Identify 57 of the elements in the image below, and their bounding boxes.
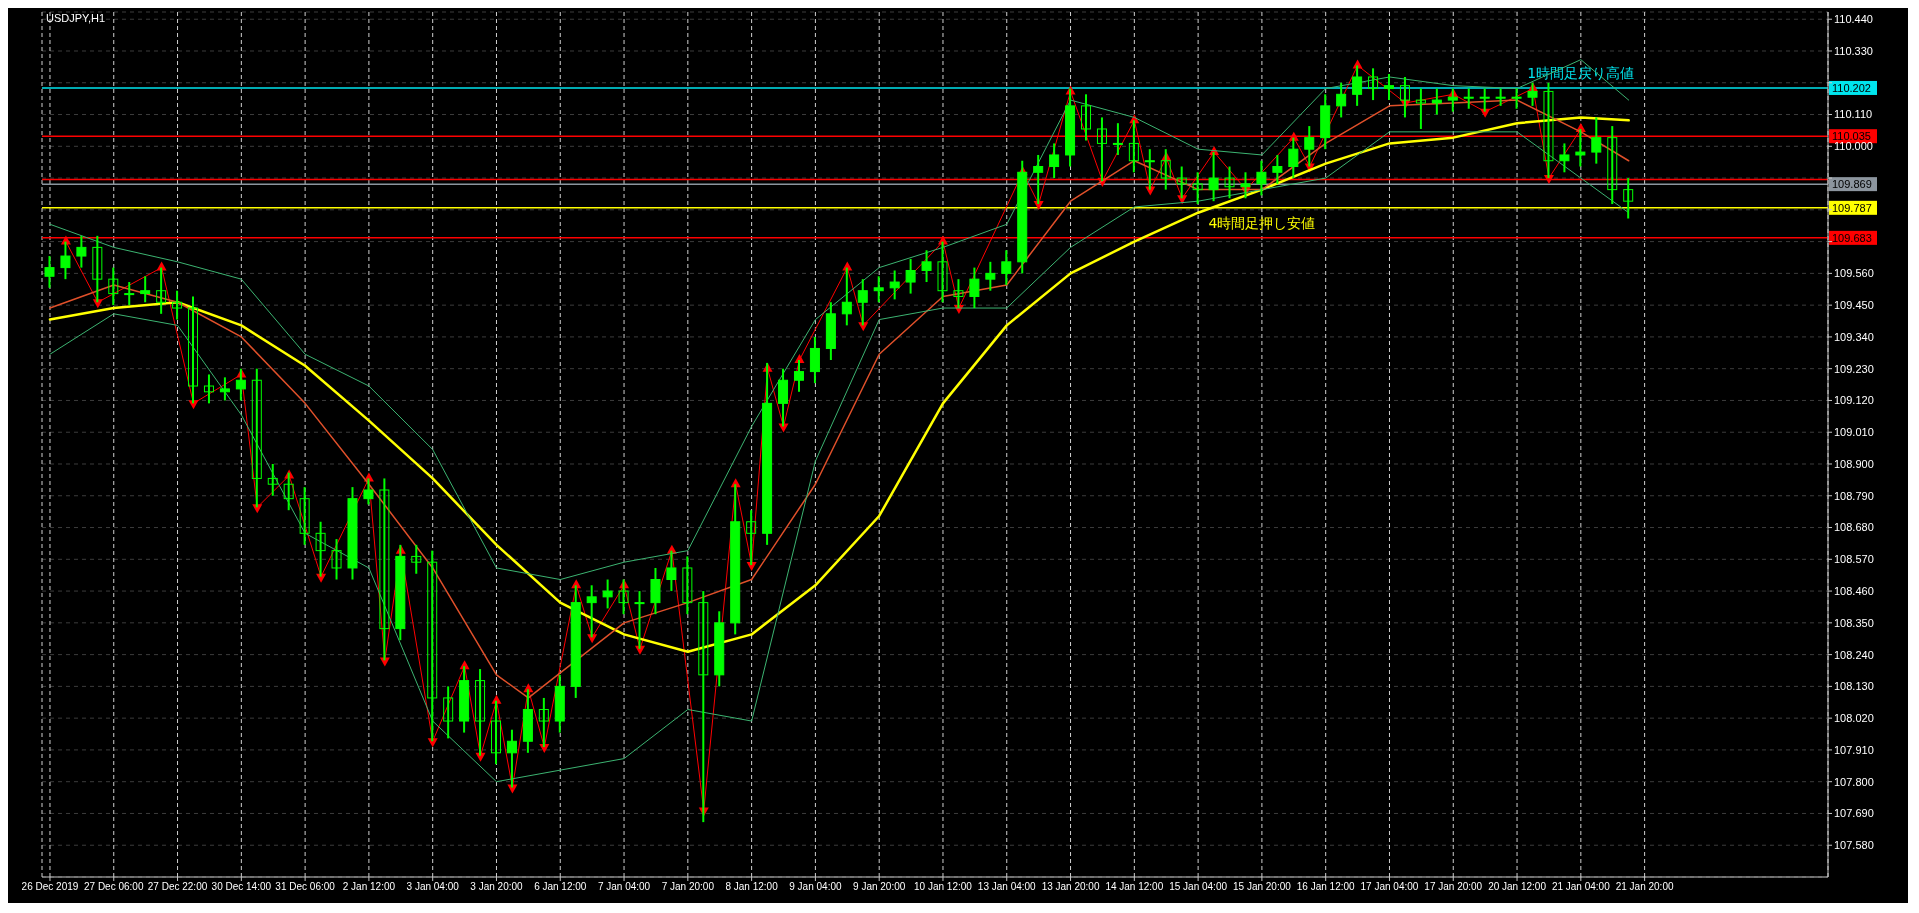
y-tick-label: 108.900 <box>1834 457 1874 470</box>
x-tick-label: 31 Dec 06:00 <box>275 881 336 893</box>
y-tick-label: 109.560 <box>1834 267 1874 280</box>
y-tick-label: 108.130 <box>1834 680 1874 693</box>
x-tick-label: 9 Jan 04:00 <box>789 881 842 893</box>
x-tick-label: 27 Dec 06:00 <box>84 881 144 893</box>
x-tick-label: 17 Jan 04:00 <box>1360 881 1419 893</box>
ref-line-label: 110.035 <box>1832 130 1871 143</box>
x-tick-label: 27 Dec 22:00 <box>147 881 208 893</box>
x-tick-label: 3 Jan 04:00 <box>406 881 460 893</box>
y-tick-label: 108.790 <box>1834 489 1874 502</box>
y-tick-label: 109.010 <box>1834 426 1874 439</box>
x-tick-label: 9 Jan 20:00 <box>853 881 906 893</box>
y-tick-label: 107.690 <box>1834 807 1874 820</box>
x-tick-label: 17 Jan 20:00 <box>1424 881 1483 893</box>
y-tick-label: 108.680 <box>1834 521 1874 534</box>
y-tick-label: 110.000 <box>1834 140 1873 153</box>
ref-line-label: 109.869 <box>1832 178 1872 191</box>
x-tick-label: 16 Jan 12:00 <box>1296 881 1356 893</box>
y-tick-label: 109.120 <box>1834 394 1874 407</box>
x-tick-label: 14 Jan 12:00 <box>1105 881 1164 893</box>
ref-line-label: 109.787 <box>1832 201 1872 214</box>
x-tick-label: 7 Jan 20:00 <box>661 881 715 893</box>
x-tick-label: 21 Jan 04:00 <box>1551 881 1611 893</box>
x-tick-label: 2 Jan 12:00 <box>342 881 396 893</box>
ref-line-label: 109.683 <box>1832 231 1872 244</box>
y-tick-label: 108.240 <box>1834 648 1874 661</box>
x-tick-label: 3 Jan 20:00 <box>470 881 524 893</box>
y-tick-label: 108.460 <box>1834 584 1874 597</box>
annotation: 4時間足押し安値 <box>1208 214 1316 231</box>
chart-title: USDJPY,H1 <box>46 12 106 24</box>
x-tick-label: 21 Jan 20:00 <box>1615 881 1674 893</box>
y-tick-label: 110.110 <box>1834 108 1873 121</box>
x-tick-label: 6 Jan 12:00 <box>534 881 587 893</box>
x-tick-label: 15 Jan 20:00 <box>1232 881 1292 893</box>
annotation: 1時間足戻り高値 <box>1527 64 1635 81</box>
ref-line-label: 110.202 <box>1832 81 1871 94</box>
x-tick-label: 20 Jan 12:00 <box>1488 881 1547 893</box>
x-tick-label: 7 Jan 04:00 <box>597 881 651 893</box>
x-tick-label: 10 Jan 12:00 <box>914 881 973 893</box>
x-tick-label: 13 Jan 04:00 <box>977 881 1037 893</box>
y-tick-label: 107.580 <box>1834 839 1874 852</box>
y-tick-label: 107.800 <box>1834 775 1874 788</box>
y-tick-label: 109.340 <box>1834 330 1874 343</box>
x-tick-label: 8 Jan 12:00 <box>725 881 779 893</box>
y-tick-label: 108.020 <box>1834 712 1874 725</box>
y-tick-label: 107.910 <box>1834 743 1874 756</box>
x-tick-label: 13 Jan 20:00 <box>1041 881 1100 893</box>
y-tick-label: 108.570 <box>1834 553 1874 566</box>
y-tick-label: 109.450 <box>1834 299 1874 312</box>
y-tick-label: 110.440 <box>1834 13 1873 26</box>
x-tick-label: 30 Dec 14:00 <box>211 881 272 893</box>
y-tick-label: 110.330 <box>1834 44 1873 57</box>
y-tick-label: 109.230 <box>1834 362 1874 375</box>
x-tick-label: 15 Jan 04:00 <box>1169 881 1228 893</box>
y-tick-label: 108.350 <box>1834 616 1874 629</box>
x-tick-label: 26 Dec 2019 <box>21 881 79 893</box>
